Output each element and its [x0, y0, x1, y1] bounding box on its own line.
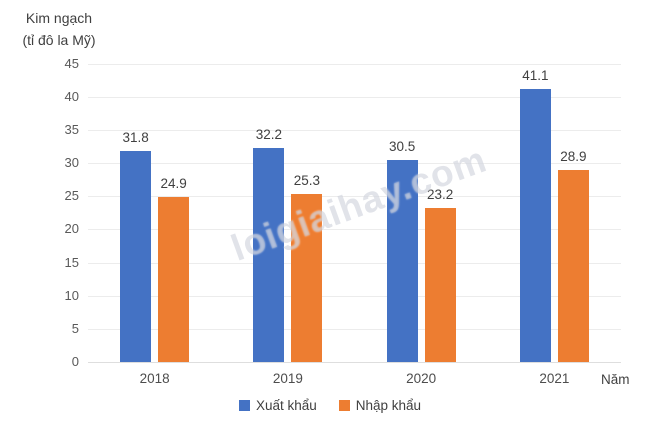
bar — [253, 148, 285, 362]
y-axis-title-line2: (tỉ đô la Mỹ) — [22, 32, 96, 48]
bar-value-label: 32.2 — [255, 127, 283, 143]
bar-value-label: 41.1 — [522, 68, 549, 84]
x-axis-title: Năm — [601, 372, 630, 387]
gridline — [88, 196, 621, 198]
bar — [557, 170, 589, 362]
bar-value-label: 28.9 — [560, 149, 587, 165]
bar — [386, 159, 418, 362]
bar-value-label: 23.2 — [426, 187, 454, 203]
bar-value-label: 24.9 — [160, 175, 187, 191]
gridline — [88, 295, 621, 297]
legend-swatch — [238, 400, 250, 411]
y-axis-tick-label: 30 — [64, 155, 79, 170]
legend-swatch — [338, 400, 350, 411]
x-axis-label: 2018 — [139, 371, 170, 386]
bar — [519, 89, 551, 362]
bar — [291, 194, 323, 362]
y-axis-tick-label: 25 — [64, 188, 79, 204]
legend: Xuất khẩu Nhập khẩu — [0, 398, 660, 413]
bar — [424, 208, 456, 362]
y-axis-tick-label: 15 — [64, 254, 79, 270]
y-axis-title: Kim ngạch (tỉ đô la Mỹ) — [2, 7, 116, 51]
gridline — [88, 163, 621, 164]
bar — [158, 196, 190, 362]
legend-item: Xuất khẩu — [238, 398, 317, 413]
legend-item: Nhập khẩu — [338, 398, 422, 413]
gridline — [88, 96, 621, 98]
bar-value-label: 31.8 — [122, 130, 149, 146]
y-axis-tick-label: 35 — [64, 121, 79, 137]
x-axis-label: 2020 — [406, 371, 437, 386]
y-axis-tick-label: 0 — [71, 354, 79, 369]
gridline — [88, 362, 621, 363]
gridline — [88, 229, 621, 231]
bar-value-label: 30.5 — [388, 138, 416, 154]
legend-label: Xuất khẩu — [255, 398, 317, 413]
y-axis-tick-label: 40 — [64, 88, 79, 104]
y-axis-tick-label: 5 — [71, 320, 79, 336]
x-axis-label: 2019 — [272, 371, 303, 386]
gridline — [88, 262, 621, 264]
bar — [120, 151, 152, 362]
gridline — [88, 63, 621, 65]
y-axis-tick-label: 45 — [64, 55, 79, 71]
gridline — [88, 129, 621, 131]
gridline — [88, 328, 621, 330]
x-axis-label: 2021 — [539, 371, 570, 386]
legend-label: Nhập khẩu — [355, 398, 422, 413]
bar-value-label: 25.3 — [293, 173, 321, 189]
y-axis-tick-label: 20 — [64, 221, 79, 237]
y-axis-tick-label: 10 — [64, 287, 79, 303]
y-axis-title-line1: Kim ngạch — [25, 10, 93, 26]
